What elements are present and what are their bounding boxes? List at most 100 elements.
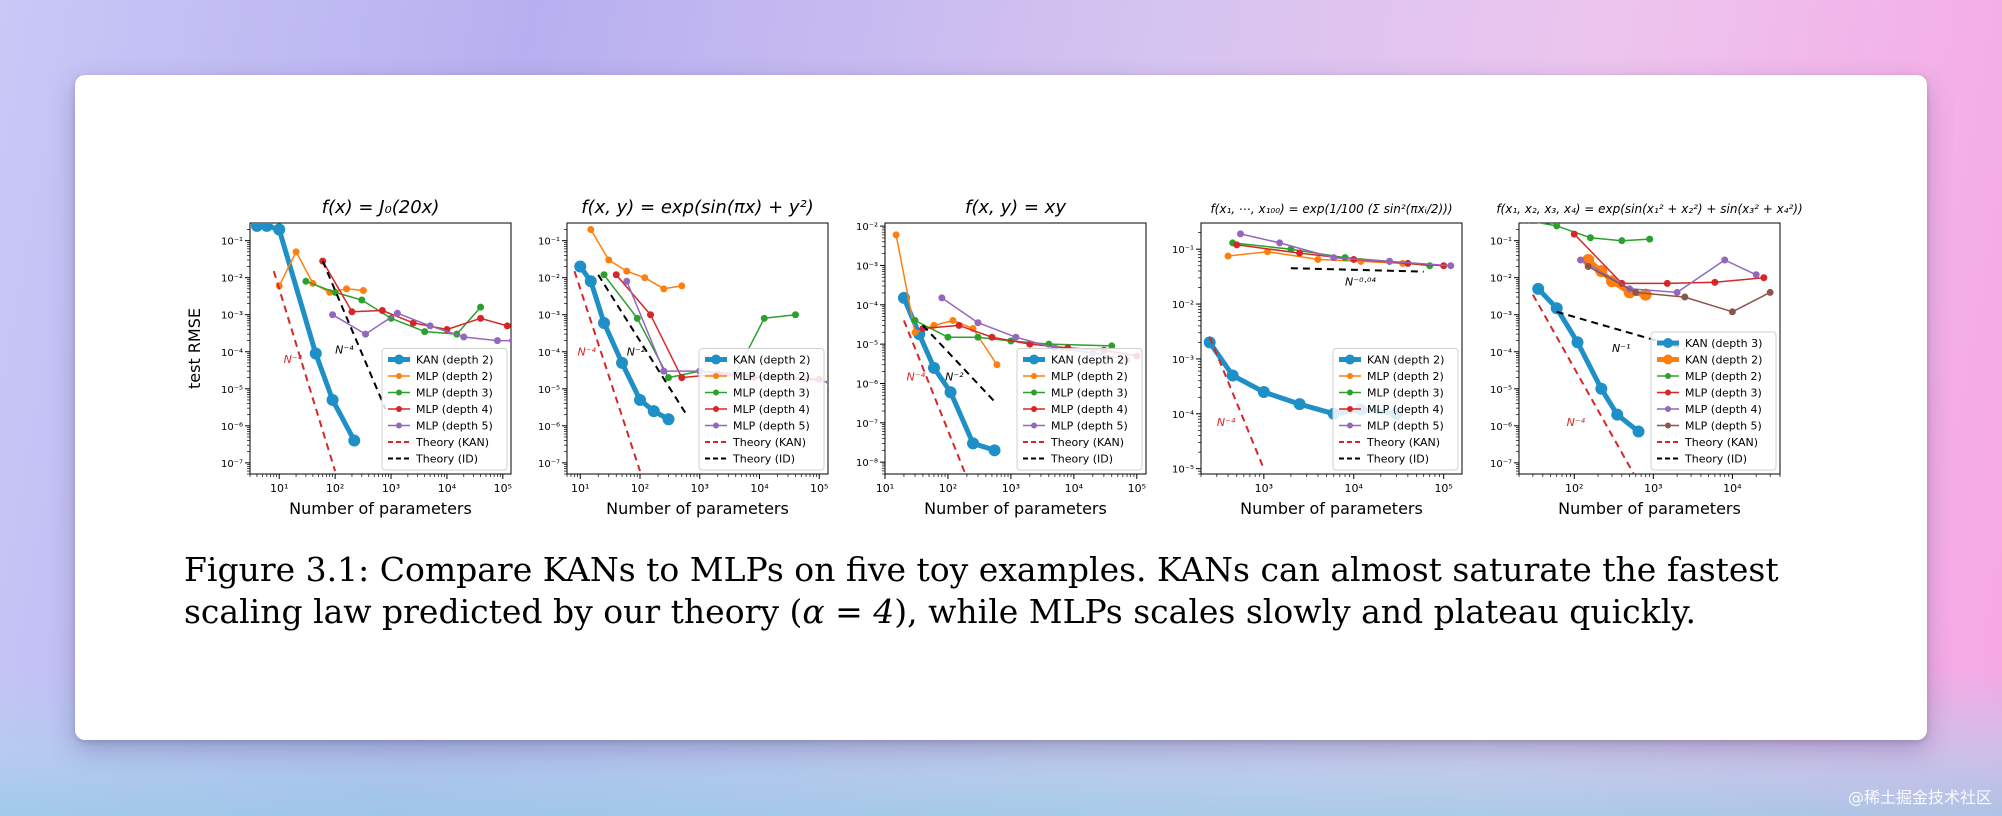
- data-point: [1646, 235, 1654, 243]
- data-point: [477, 314, 485, 322]
- legend-marker: [1347, 406, 1353, 412]
- data-point: [967, 437, 980, 450]
- legend-marker: [713, 422, 719, 429]
- data-point: [791, 311, 799, 319]
- y-tick-label: 10⁻¹: [1172, 245, 1194, 256]
- series-line-7: [597, 274, 688, 416]
- y-tick-label: 10⁻²: [538, 274, 560, 285]
- chart-panel-4: 10³ 10⁴ 10⁵ 10⁻¹ 10⁻² 10⁻³ 10⁻⁴ 10⁻⁵ f(x₁, ⋯, x₁…: [1172, 202, 1463, 518]
- legend-marker: [1663, 338, 1673, 348]
- y-axis-label: test RMSE: [185, 308, 204, 389]
- data-point: [1752, 271, 1760, 279]
- data-point: [647, 405, 660, 418]
- data-point: [509, 337, 511, 344]
- y-tick-label: 10⁻⁵: [1172, 465, 1194, 476]
- legend-label: MLP (depth 3): [1051, 387, 1128, 400]
- data-point: [1330, 254, 1338, 262]
- chart-title: f(x, y) = exp(sin(πx) + y²): [581, 197, 814, 218]
- legend-label: Theory (KAN): [732, 436, 806, 449]
- x-tick-label: 10⁴: [750, 482, 769, 495]
- legend-label: MLP (depth 5): [1685, 420, 1762, 433]
- legend-marker: [396, 406, 402, 412]
- plot-area: [250, 223, 511, 472]
- data-point: [660, 367, 668, 375]
- y-tick-label: 10⁻⁴: [856, 301, 878, 312]
- data-point: [503, 322, 511, 330]
- data-point: [1224, 252, 1232, 260]
- data-point: [302, 277, 310, 285]
- legend-marker: [1665, 422, 1671, 429]
- annotation: N⁻⁴: [1567, 416, 1586, 429]
- chart-panel-3: 10¹ 10² 10³ 10⁴ 10⁵ 10⁻² 10⁻³ 10⁻⁴ 10⁻⁵ 10⁻⁶ 10⁻⁷ 1…: [856, 197, 1147, 518]
- series-line-7: [922, 324, 998, 405]
- x-tick-label: 10³: [691, 482, 709, 495]
- legend-marker: [1031, 406, 1037, 412]
- annotation: N⁻⁴: [578, 345, 597, 358]
- legend-label: Theory (ID): [1050, 453, 1113, 466]
- data-point: [944, 333, 952, 341]
- data-point: [1012, 333, 1020, 341]
- data-point: [974, 333, 982, 341]
- data-point: [1595, 382, 1608, 395]
- legend-marker: [1665, 389, 1671, 396]
- data-point: [250, 223, 263, 232]
- data-point: [1296, 249, 1304, 257]
- data-point: [421, 328, 429, 336]
- data-point: [1570, 230, 1578, 238]
- x-axis-label: Number of parameters: [1558, 499, 1741, 518]
- data-point: [1264, 248, 1272, 256]
- y-tick-label: 10⁻³: [1490, 311, 1512, 322]
- series-line-6: [902, 320, 967, 474]
- legend-marker: [1029, 354, 1039, 365]
- y-tick-label: 10⁻⁷: [538, 459, 560, 470]
- data-point: [1293, 398, 1306, 411]
- data-point: [1532, 282, 1545, 295]
- data-point: [493, 337, 501, 345]
- legend-label: Theory (ID): [1366, 453, 1429, 466]
- data-point: [1550, 302, 1563, 315]
- x-tick-label: 10¹: [270, 482, 288, 495]
- legend-marker: [713, 373, 719, 379]
- y-tick-label: 10⁻⁵: [538, 385, 560, 396]
- data-point: [616, 356, 629, 369]
- legend-label: Theory (ID): [732, 453, 795, 466]
- series-line-6: [573, 270, 641, 472]
- data-point: [1728, 308, 1736, 316]
- y-tick-label: 10⁻³: [1172, 355, 1194, 366]
- data-point: [944, 386, 957, 399]
- x-tick-label: 10⁴: [1723, 482, 1742, 495]
- y-tick-label: 10⁻⁸: [856, 458, 878, 469]
- data-point: [897, 291, 910, 304]
- plot-frame: [884, 222, 1147, 475]
- y-tick-label: 10⁻⁵: [1490, 385, 1512, 396]
- data-point: [1584, 263, 1592, 271]
- data-point: [358, 296, 366, 304]
- legend-label: MLP (depth 2): [1685, 370, 1762, 383]
- y-tick-label: 10⁻⁵: [856, 340, 878, 351]
- data-point: [988, 333, 996, 341]
- series-line-2: [895, 234, 998, 366]
- data-point: [1524, 223, 1530, 225]
- chart-title: f(x, y) = xy: [965, 197, 1066, 218]
- y-tick-label: 10⁻³: [221, 311, 243, 322]
- data-point: [600, 271, 608, 279]
- data-point: [1314, 255, 1322, 263]
- figure-card: 10¹ 10² 10³ 10⁴ 10⁵ 10⁻¹ 10⁻² 10⁻³ 10⁻⁴ 10⁻⁵ 10⁻⁶ 1…: [75, 75, 1927, 740]
- y-tick-label: 10⁻³: [538, 311, 560, 322]
- plot-frame: [1200, 222, 1463, 475]
- figure-caption: Figure 3.1: Compare KANs to MLPs on five…: [184, 549, 1864, 633]
- series-line-5: [332, 312, 511, 342]
- legend-label: MLP (depth 3): [1367, 387, 1444, 400]
- data-point: [911, 328, 919, 336]
- data-point: [1203, 336, 1216, 349]
- legend-label: MLP (depth 3): [1685, 387, 1762, 400]
- legend-marker: [1663, 354, 1673, 365]
- x-tick-label: 10⁴: [438, 482, 457, 495]
- data-point: [393, 309, 401, 317]
- legend-box: [1332, 348, 1459, 471]
- plot-frame: [566, 222, 829, 475]
- data-point: [612, 271, 620, 279]
- y-tick-label: 10⁻⁴: [221, 348, 243, 359]
- legend-marker: [1347, 422, 1353, 429]
- annotation: N⁻⁴: [907, 370, 926, 383]
